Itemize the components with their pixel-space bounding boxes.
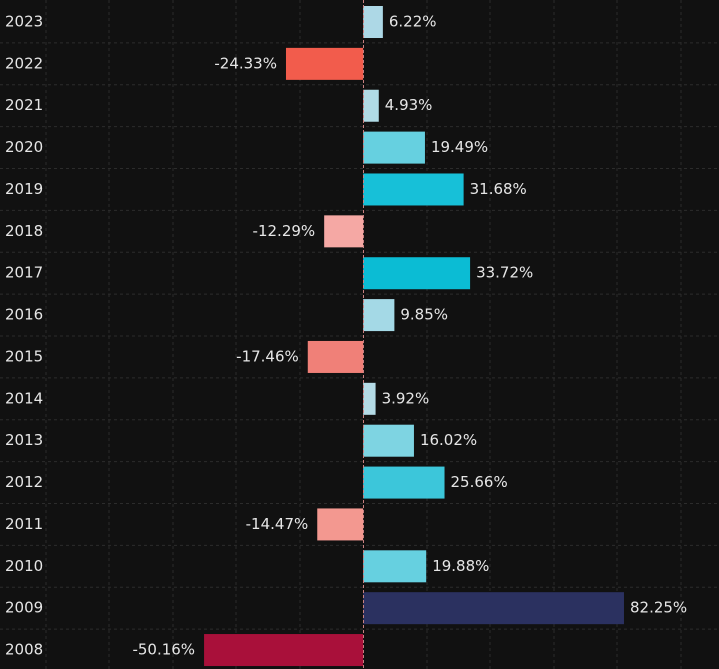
bar	[363, 89, 379, 122]
bar	[363, 131, 425, 164]
bar	[204, 634, 364, 667]
value-label: 31.68%	[470, 180, 527, 198]
y-tick-label: 2018	[5, 222, 43, 240]
y-tick-label: 2009	[5, 599, 43, 617]
y-tick-label: 2011	[5, 515, 43, 533]
y-tick-label: 2014	[5, 389, 43, 407]
y-tick-label: 2017	[5, 264, 43, 282]
bar	[363, 466, 445, 499]
y-tick-label: 2016	[5, 306, 43, 324]
bar	[363, 299, 395, 332]
y-tick-label: 2015	[5, 347, 43, 365]
bar	[317, 508, 364, 541]
bar	[363, 592, 624, 625]
y-tick-label: 2022	[5, 54, 43, 72]
value-label: -17.46%	[236, 347, 299, 365]
value-label: -24.33%	[214, 54, 277, 72]
bar	[363, 424, 414, 457]
y-tick-label: 2023	[5, 13, 43, 31]
value-label: -14.47%	[246, 515, 309, 533]
value-label: 25.66%	[451, 473, 508, 491]
y-tick-label: 2010	[5, 557, 43, 575]
bar	[324, 215, 364, 248]
value-label: 33.72%	[476, 264, 533, 282]
value-label: 16.02%	[420, 431, 477, 449]
y-tick-label: 2012	[5, 473, 43, 491]
value-label: 9.85%	[400, 306, 448, 324]
bar	[363, 173, 464, 206]
value-label: 19.49%	[431, 138, 488, 156]
value-label: -12.29%	[253, 222, 316, 240]
value-label: 3.92%	[382, 389, 430, 407]
bar	[307, 340, 364, 373]
value-label: 82.25%	[630, 599, 687, 617]
bar	[285, 47, 364, 80]
bar	[363, 6, 383, 38]
value-label: 4.93%	[385, 96, 433, 114]
y-tick-label: 2013	[5, 431, 43, 449]
rows: 2023 6.22% 2022 -24.33% 2021 4.93% 2020 19.49% 2…	[0, 6, 719, 667]
y-tick-label: 2021	[5, 96, 43, 114]
y-tick-label: 2019	[5, 180, 43, 198]
y-tick-label: 2020	[5, 138, 43, 156]
bar	[363, 550, 427, 583]
value-label: 6.22%	[389, 13, 437, 31]
bar	[363, 382, 376, 415]
bar	[363, 257, 471, 290]
value-label: -50.16%	[132, 641, 195, 659]
value-label: 19.88%	[432, 557, 489, 575]
y-tick-label: 2008	[5, 641, 43, 659]
